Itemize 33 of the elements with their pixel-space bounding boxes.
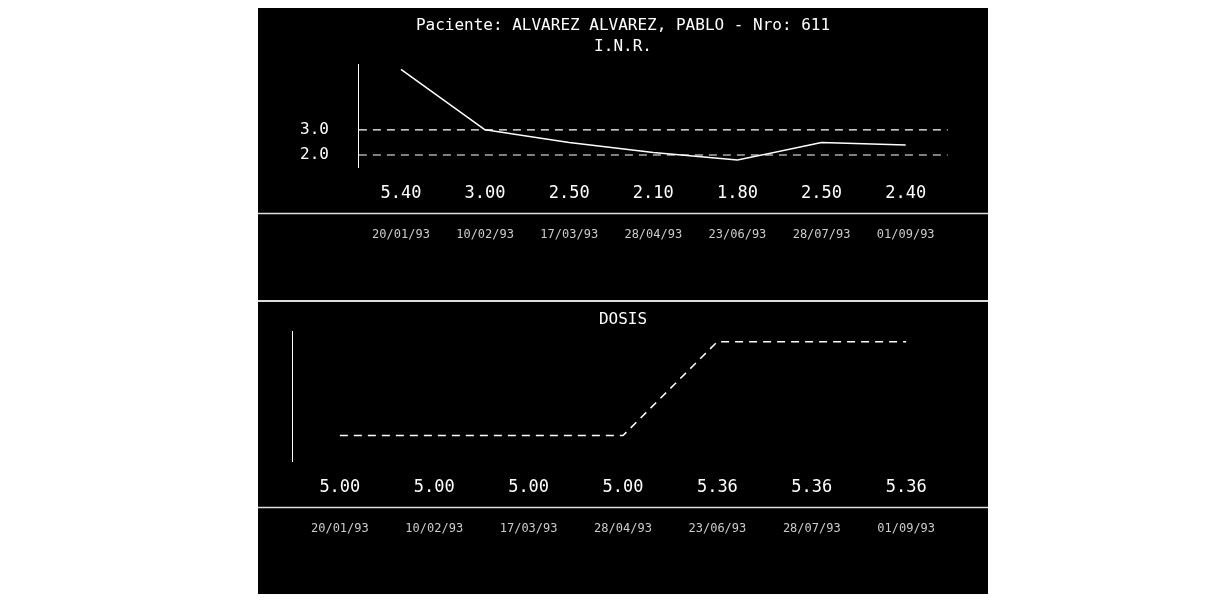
data-label: 5.40: [380, 182, 422, 203]
data-label: 2.40: [885, 182, 927, 203]
data-label: 2.50: [801, 182, 843, 203]
x-tick-label: 20/01/93: [372, 226, 430, 241]
data-label: 2.10: [632, 182, 674, 203]
data-label: 5.00: [319, 476, 361, 497]
data-label: 1.80: [716, 182, 758, 203]
x-tick-label: 10/02/93: [405, 520, 464, 535]
data-label: 5.36: [885, 476, 927, 497]
x-tick-label: 23/06/93: [688, 520, 747, 535]
chart-title: DOSIS: [598, 308, 648, 328]
x-tick-label: 20/01/93: [310, 520, 369, 535]
chart-title: Paciente: ALVAREZ ALVAREZ, PABLO - Nro: 611: [415, 14, 831, 34]
data-label: 5.00: [413, 476, 455, 497]
data-label: 2.50: [548, 182, 590, 203]
x-tick-label: 17/03/93: [540, 226, 599, 241]
data-label: 5.00: [508, 476, 550, 497]
data-label: 5.36: [791, 476, 833, 497]
x-tick-label: 23/06/93: [708, 226, 767, 241]
data-label: 5.36: [696, 476, 738, 497]
x-tick-label: 28/07/93: [792, 226, 851, 241]
y-tick-label: 3.0: [300, 119, 329, 138]
x-tick-label: 28/04/93: [594, 520, 652, 535]
x-tick-label: 01/09/93: [877, 520, 936, 535]
x-tick-label: 28/07/93: [782, 520, 841, 535]
x-tick-label: 17/03/93: [499, 520, 558, 535]
data-label: 3.00: [464, 182, 506, 203]
x-tick-label: 28/04/93: [624, 226, 683, 241]
x-tick-label: 10/02/93: [456, 226, 514, 241]
data-label: 5.00: [602, 476, 644, 497]
chart-subtitle: I.N.R.: [594, 35, 652, 55]
y-tick-label: 2.0: [300, 144, 329, 164]
x-tick-label: 01/09/93: [876, 226, 935, 241]
